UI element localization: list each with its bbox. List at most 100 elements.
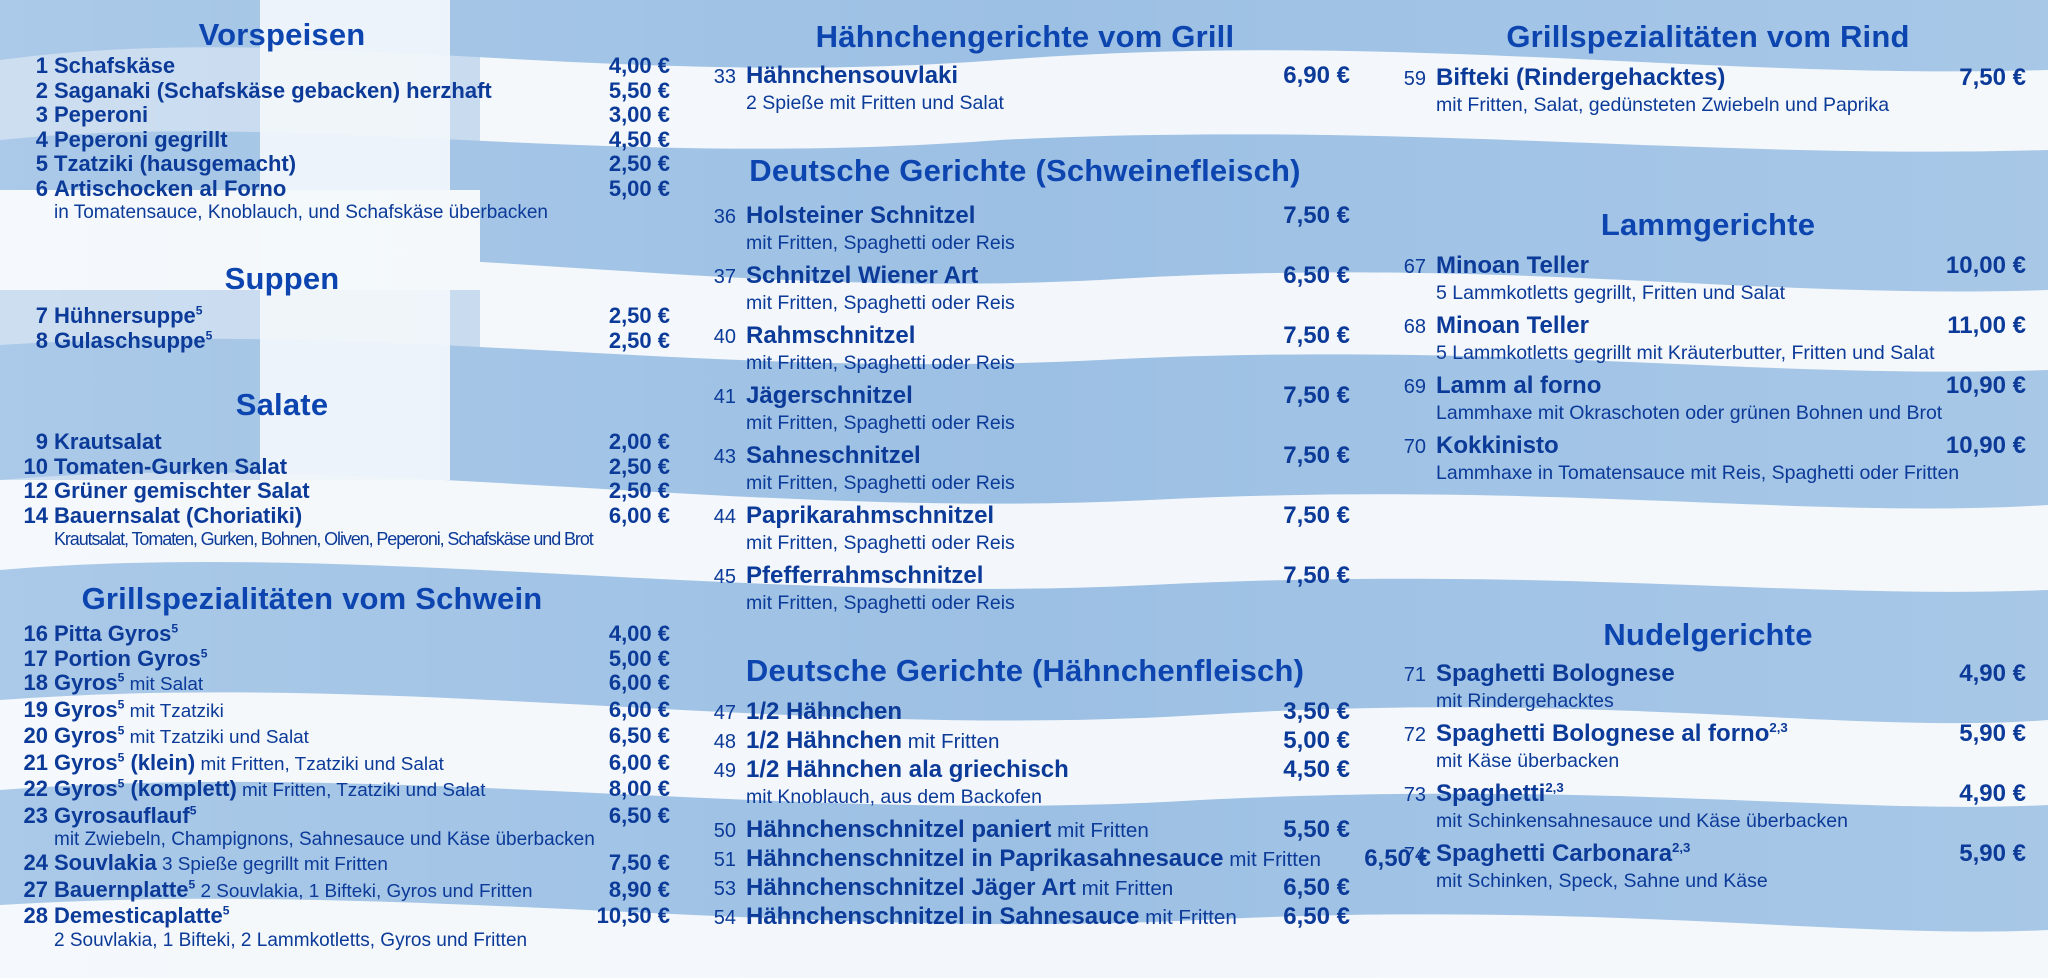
item-number: 8 [35,327,48,353]
item-number: 68 [1403,316,1426,338]
menu-item: 53 Hähnchenschnitzel Jäger Art mit Fritte… [700,874,1350,903]
item-name-group: Lamm al forno [1436,372,1916,400]
item-number: 17 [23,645,48,671]
item-price: 6,00 € [608,670,670,695]
item-name-group: Gyros5 mit Tzatziki [54,696,570,725]
item-name-group: Hühnersuppe5 [54,303,570,329]
item-name: Gyros [54,696,118,722]
item-price: 10,50 € [596,903,670,928]
item-number: 41 [713,386,736,408]
item-price: 10,90 € [1945,432,2026,459]
menu-item: 7 Hühnersuppe5 2,50 € [14,303,670,329]
section-title: Lammgerichte [1600,207,1816,242]
item-price: 5,50 € [608,77,670,103]
menu-item: 49 1/2 Hähnchen ala griechisch 4,50 € mit K… [700,756,1350,809]
menu-item-row: 6 Artischocken al Forno 5,00 € [14,176,670,202]
item-name-group: Sahneschnitzel [746,442,1240,470]
menu-item-row: 24 Souvlakia 3 Spieße gegrillt mit Fritte… [14,850,670,878]
item-number: 50 [713,820,736,842]
item-name: Bauernsalat (Choriatiki) [54,502,303,528]
item-name-group: Hähnchenschnitzel Jäger Art mit Fritten [746,874,1240,903]
item-name: Gyros [54,776,118,801]
item-name: Lamm al forno [1436,372,1602,399]
item-name-group: Spaghetti Bolognese [1436,660,1916,688]
item-price: 4,00 € [608,53,670,78]
item-number: 14 [23,502,48,528]
menu-item-row: 54 Hähnchenschnitzel in Sahnesauce mit Fr… [700,903,1350,932]
item-description: mit Käse überbacken [1436,750,1620,772]
menu-item: 45 Pfefferrahmschnitzel 7,50 € mit Fritten,… [700,562,1350,615]
menu-item: 33 Hähnchensouvlaki 6,90 € 2 Spieße mit Fri… [700,62,1350,115]
item-name: Minoan Teller [1436,252,1589,279]
item-name-group: Krautsalat [54,429,570,455]
menu-item-row: 47 1/2 Hähnchen 3,50 € [700,698,1350,727]
item-name-group: Pitta Gyros5 [54,621,570,647]
menu-item: 4 Peperoni gegrillt 4,50 € [14,127,670,153]
menu-item-row: 19 Gyros5 mit Tzatziki 6,00 € [14,696,670,725]
menu-item: 48 1/2 Hähnchen mit Fritten 5,00 € [700,727,1350,756]
item-name-group: Bauernplatte5 2 Souvlakia, 1 Bifteki, Gy… [54,877,570,905]
item-name: Gyrosauflauf [54,802,190,828]
menu-item: 68 Minoan Teller 11,00 € 5 Lammkotletts geg… [1390,312,2026,365]
menu-item-row: 69 Lamm al forno 10,90 € [1390,372,2026,401]
item-price: 7,50 € [1283,442,1350,469]
item-name-group: Artischocken al Forno [54,176,570,202]
item-price: 7,50 € [608,850,670,875]
item-name: Hähnchensouvlaki [746,62,959,89]
section-lamm: Lammgerichte 67 Minoan Teller 10,00 € 5 Lam… [1390,206,2026,492]
item-number: 16 [23,621,48,646]
item-name-group: Peperoni gegrillt [54,127,570,153]
item-number: 49 [713,760,736,782]
menu-item: 21 Gyros5 (klein) mit Fritten, Tzatziki u… [14,749,670,778]
item-price: 2,00 € [608,429,670,454]
item-number: 21 [23,749,48,775]
menu-item-row: 51 Hähnchenschnitzel in Paprikasahnesauce… [700,845,1431,874]
item-note: mit Fritten [1223,848,1321,871]
item-number: 70 [1403,436,1426,458]
item-note: mit Fritten [1139,906,1237,929]
item-price: 2,50 € [608,478,670,503]
item-price: 6,50 € [608,723,670,748]
menu-item: 16 Pitta Gyros5 4,00 € [14,621,670,647]
item-note: mit Fritten, Tzatziki und Salat [236,780,486,801]
menu-item: 36 Holsteiner Schnitzel 7,50 € mit Fritten,… [700,202,1350,255]
item-name-group: Hähnchensouvlaki [746,62,1240,90]
menu-item: 28 Demesticaplatte5 10,50 € 2 Souvlakia, 1 … [14,903,670,952]
item-price: 5,90 € [1959,720,2026,747]
item-description: mit Fritten, Spaghetti oder Reis [746,352,1015,374]
section-title: Salate [235,387,329,422]
item-name-group: Holsteiner Schnitzel [746,202,1240,230]
menu-item-row: 36 Holsteiner Schnitzel 7,50 € [700,202,1350,231]
item-name: Tomaten-Gurken Salat [54,453,288,479]
item-name: Portion Gyros [54,645,201,671]
item-note: mit Fritten [1075,877,1174,900]
item-number: 69 [1403,376,1426,398]
item-number: 40 [713,326,736,348]
item-price: 6,90 € [1283,62,1350,89]
item-price: 8,90 € [608,876,670,902]
menu-item-row: 7 Hühnersuppe5 2,50 € [14,303,670,329]
item-price: 7,50 € [1283,322,1350,349]
item-price: 6,00 € [608,696,670,722]
menu-item-row: 1 Schafskäse 4,00 € [14,53,670,79]
item-name: Souvlakia [54,850,157,875]
item-number: 51 [713,849,736,871]
menu-item-row: 71 Spaghetti Bolognese 4,90 € [1390,660,2026,689]
section-title: Suppen [224,261,340,296]
menu-item-row: 40 Rahmschnitzel 7,50 € [700,322,1350,351]
menu-item: 5 Tzatziki (hausgemacht) 2,50 € [14,151,670,177]
section-rind: Grillspezialitäten vom Rind 59 Bifteki (R… [1390,18,2026,124]
item-note: mit Salat [124,674,204,695]
menu-item-row: 74 Spaghetti Carbonara2,3 5,90 € [1390,840,2026,869]
item-price: 6,50 € [1364,845,1431,872]
item-name: Krautsalat [54,429,162,454]
item-number: 1 [35,53,48,78]
menu-item: 10 Tomaten-Gurken Salat 2,50 € [14,453,670,480]
item-number: 45 [713,566,736,588]
item-number: 71 [1403,664,1426,686]
item-name: Spaghetti Bolognese [1436,660,1675,687]
item-price: 2,50 € [608,453,670,479]
footnote-marker: 5 [171,621,179,636]
menu-item: 41 Jägerschnitzel 7,50 € mit Fritten, Spagh… [700,382,1350,435]
